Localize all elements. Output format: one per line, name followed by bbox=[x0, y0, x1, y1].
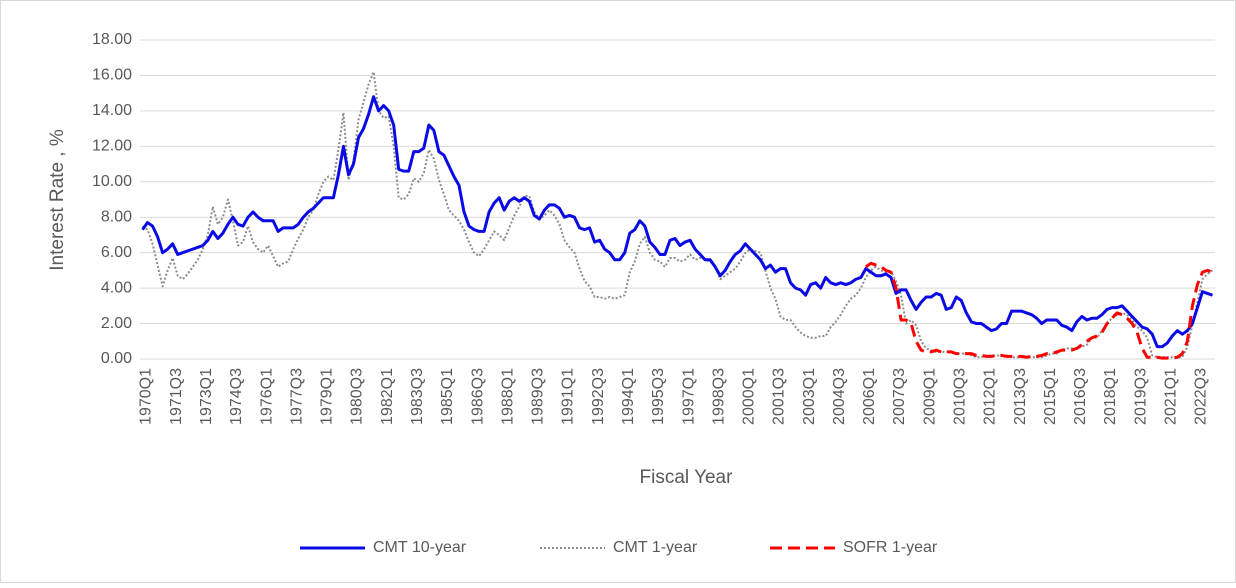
y-tick-label: 14.00 bbox=[92, 102, 132, 119]
x-tick-label: 1985Q1 bbox=[439, 368, 456, 425]
series-line bbox=[865, 261, 1213, 360]
y-tick-label: 8.00 bbox=[101, 208, 132, 225]
x-tick-label: 2003Q1 bbox=[801, 368, 818, 425]
x-tick-label: 1970Q1 bbox=[138, 368, 155, 425]
x-axis-title: Fiscal Year bbox=[640, 467, 734, 488]
y-axis-title: Interest Rate , % bbox=[47, 129, 68, 271]
x-tick-label: 2010Q3 bbox=[952, 368, 969, 425]
x-tick-label: 1991Q1 bbox=[560, 368, 577, 425]
x-tick-label: 1986Q3 bbox=[469, 368, 486, 425]
x-tick-label: 1971Q3 bbox=[168, 368, 185, 425]
x-tick-label: 1979Q1 bbox=[319, 368, 336, 425]
legend-label: SOFR 1-year bbox=[843, 539, 938, 556]
x-tick-label: 2012Q1 bbox=[982, 368, 999, 425]
x-tick-label: 1974Q3 bbox=[228, 368, 245, 425]
y-tick-label: 18.00 bbox=[92, 31, 132, 48]
y-tick-label: 2.00 bbox=[101, 315, 132, 332]
y-tick-label: 6.00 bbox=[101, 244, 132, 261]
x-tick-label: 2009Q1 bbox=[921, 368, 938, 425]
legend-label: CMT 10-year bbox=[373, 539, 467, 556]
x-tick-label: 1977Q3 bbox=[288, 368, 305, 425]
y-tick-label: 4.00 bbox=[101, 279, 132, 296]
x-tick-label: 1982Q1 bbox=[379, 368, 396, 425]
x-tick-label: 2015Q1 bbox=[1042, 368, 1059, 425]
x-tick-label: 1995Q3 bbox=[650, 368, 667, 425]
series-line bbox=[141, 70, 1214, 359]
y-tick-label: 10.00 bbox=[92, 173, 132, 190]
y-tick-label: 0.00 bbox=[101, 350, 132, 367]
x-tick-label: 1989Q3 bbox=[530, 368, 547, 425]
x-tick-label: 1988Q1 bbox=[499, 368, 516, 425]
x-tick-label: 2001Q3 bbox=[771, 368, 788, 425]
x-tick-label: 1992Q3 bbox=[590, 368, 607, 425]
x-tick-label: 2000Q1 bbox=[741, 368, 758, 425]
x-tick-label: 2022Q3 bbox=[1193, 368, 1210, 425]
x-tick-label: 1983Q3 bbox=[409, 368, 426, 425]
x-tick-label: 1994Q1 bbox=[620, 368, 637, 425]
x-tick-label: 1976Q1 bbox=[258, 368, 275, 425]
x-tick-label: 2004Q3 bbox=[831, 368, 848, 425]
x-tick-label: 2007Q3 bbox=[891, 368, 908, 425]
x-tick-label: 1998Q3 bbox=[710, 368, 727, 425]
x-tick-label: 2016Q3 bbox=[1072, 368, 1089, 425]
x-tick-label: 2013Q3 bbox=[1012, 368, 1029, 425]
x-tick-label: 2019Q3 bbox=[1132, 368, 1149, 425]
legend-label: CMT 1-year bbox=[613, 539, 698, 556]
x-tick-label: 2018Q1 bbox=[1102, 368, 1119, 425]
y-tick-label: 16.00 bbox=[92, 67, 132, 84]
x-tick-label: 2021Q1 bbox=[1162, 368, 1179, 425]
series-line bbox=[141, 95, 1213, 349]
x-tick-label: 1973Q1 bbox=[198, 368, 215, 425]
x-tick-label: 2006Q1 bbox=[861, 368, 878, 425]
x-tick-label: 1997Q1 bbox=[680, 368, 697, 425]
y-tick-label: 12.00 bbox=[92, 138, 132, 155]
x-tick-label: 1980Q3 bbox=[349, 368, 366, 425]
